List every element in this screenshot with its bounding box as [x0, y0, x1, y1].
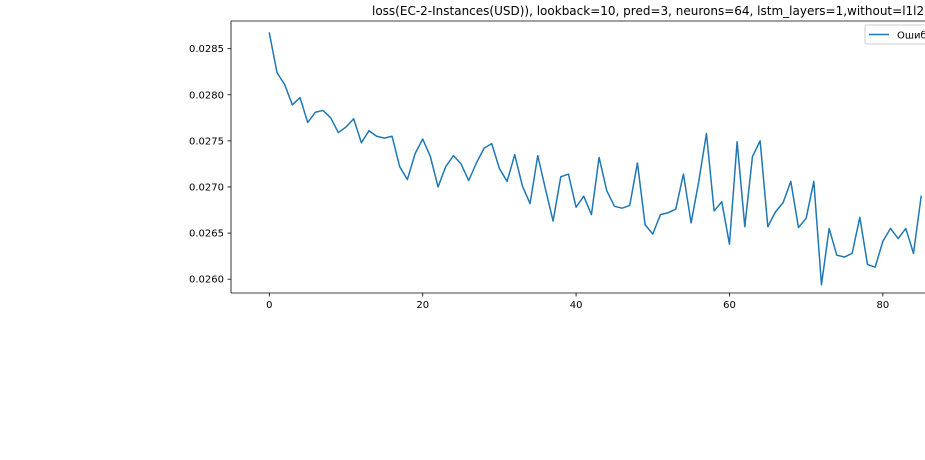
x-tick-label: 60: [723, 300, 736, 311]
legend-label: Ошибка: [897, 31, 925, 42]
chart-title: loss(EC-2-Instances(USD)), lookback=10, …: [372, 4, 924, 18]
y-tick-label: 0.0280: [189, 90, 224, 101]
loss-series-line: [268, 32, 922, 286]
x-axis-ticks: 0 20 40 60 80: [266, 293, 889, 311]
y-tick-label: 0.0270: [189, 182, 224, 193]
y-tick-label: 0.0265: [189, 229, 224, 240]
x-tick-label: 20: [416, 300, 429, 311]
x-tick-label: 0: [266, 300, 272, 311]
y-tick-label: 0.0285: [189, 44, 224, 55]
x-tick-label: 80: [876, 300, 889, 311]
y-tick-label: 0.0260: [189, 275, 224, 286]
legend: Ошибка: [864, 24, 925, 45]
loss-series-points: [269, 32, 922, 285]
x-tick-label: 40: [570, 300, 583, 311]
y-axis-ticks: 0.0260 0.0265 0.0270 0.0275 0.0280 0.0285: [189, 44, 231, 286]
legend-box: [864, 24, 925, 45]
y-tick-label: 0.0275: [189, 136, 224, 147]
